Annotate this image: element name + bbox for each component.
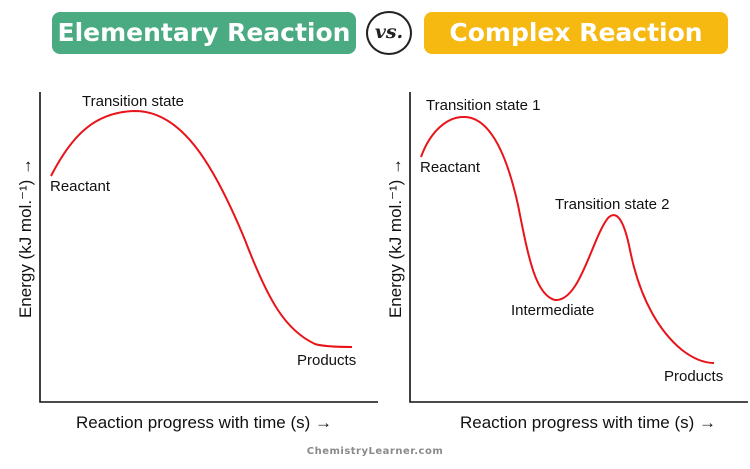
elementary-reaction-title: Elementary Reaction bbox=[52, 12, 356, 54]
right-x-axis-label: Reaction progress with time (s) → bbox=[460, 413, 716, 432]
left-products-label: Products bbox=[297, 352, 356, 369]
right-axes bbox=[409, 92, 748, 403]
left-y-axis-label: Energy (kJ mol.⁻¹) → bbox=[16, 158, 35, 318]
right-transition-state-1-label: Transition state 1 bbox=[426, 97, 541, 114]
complex-energy-curve bbox=[420, 115, 715, 364]
left-reactant-label: Reactant bbox=[50, 178, 111, 195]
right-products-label: Products bbox=[664, 368, 723, 385]
complex-diagram: Transition state 1 Reactant Transition s… bbox=[386, 92, 748, 432]
right-y-axis-label: Energy (kJ mol.⁻¹) → bbox=[386, 158, 405, 318]
right-reactant-label: Reactant bbox=[420, 159, 481, 176]
right-transition-state-2-label: Transition state 2 bbox=[555, 196, 670, 213]
left-transition-state-label: Transition state bbox=[82, 93, 184, 110]
left-axes bbox=[39, 92, 378, 403]
left-x-axis-label: Reaction progress with time (s) → bbox=[76, 413, 332, 432]
right-intermediate-label: Intermediate bbox=[511, 302, 594, 319]
credit-watermark: ChemistryLearner.com bbox=[306, 446, 444, 457]
elementary-energy-curve bbox=[50, 109, 353, 348]
complex-reaction-title: Complex Reaction bbox=[424, 12, 728, 54]
vs-badge: vs. bbox=[366, 11, 412, 55]
elementary-diagram: Transition state Reactant Products Energ… bbox=[16, 92, 378, 432]
